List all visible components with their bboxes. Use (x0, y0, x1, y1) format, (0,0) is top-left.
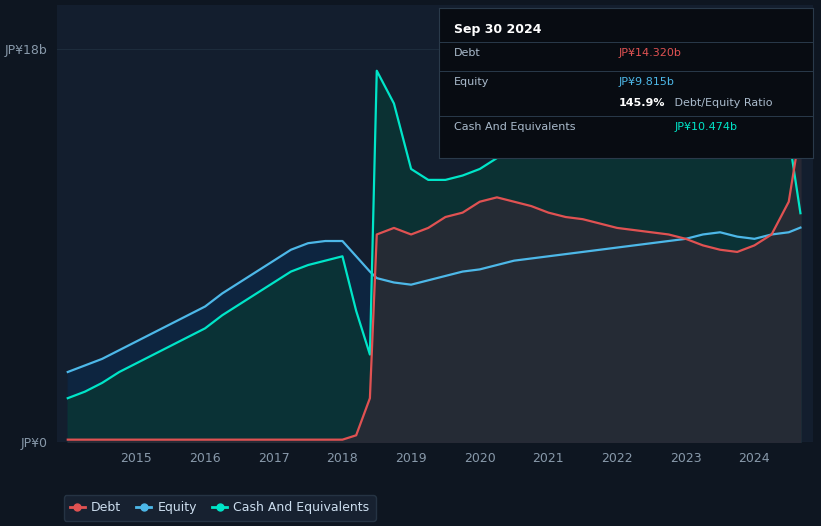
Text: JP¥14.320b: JP¥14.320b (618, 48, 681, 58)
Text: Cash And Equivalents: Cash And Equivalents (454, 122, 576, 132)
Text: JP¥9.815b: JP¥9.815b (618, 77, 674, 87)
Text: 145.9%: 145.9% (618, 98, 665, 108)
Text: Equity: Equity (454, 77, 489, 87)
Legend: Debt, Equity, Cash And Equivalents: Debt, Equity, Cash And Equivalents (64, 495, 376, 521)
Text: Sep 30 2024: Sep 30 2024 (454, 23, 542, 36)
Text: Debt/Equity Ratio: Debt/Equity Ratio (671, 98, 773, 108)
Text: JP¥10.474b: JP¥10.474b (675, 122, 737, 132)
Text: Debt: Debt (454, 48, 481, 58)
